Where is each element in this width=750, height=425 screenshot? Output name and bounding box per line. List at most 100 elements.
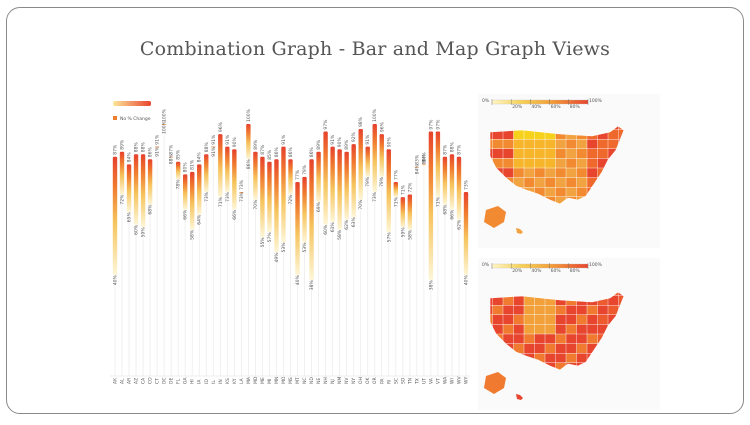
data-label-top: 89% bbox=[120, 139, 126, 150]
scale-tick-label: 80% bbox=[570, 268, 581, 274]
state-region bbox=[513, 333, 525, 345]
scale-tick-label: 20% bbox=[512, 104, 523, 110]
state-alaska bbox=[484, 206, 506, 228]
data-label-bottom: 61% bbox=[330, 222, 336, 233]
x-tick-label: SC bbox=[393, 378, 399, 384]
data-label-bottom: 66% bbox=[449, 209, 455, 220]
data-label-top: 98% bbox=[358, 116, 364, 127]
data-label-top: 89% bbox=[344, 139, 350, 150]
data-label-top: 86% bbox=[274, 147, 280, 158]
data-label-top: 91% bbox=[281, 134, 287, 145]
bar bbox=[351, 144, 356, 218]
legend-gradient bbox=[113, 101, 151, 106]
state-region bbox=[565, 138, 577, 150]
state-region bbox=[544, 343, 556, 354]
data-label-top: 85% bbox=[176, 149, 182, 160]
state-region bbox=[534, 324, 546, 335]
state-hawaii bbox=[516, 394, 523, 400]
state-alaska bbox=[484, 372, 506, 394]
bar bbox=[246, 124, 251, 160]
x-tick-label: TX bbox=[414, 378, 420, 385]
x-tick-label: WA bbox=[442, 376, 448, 384]
data-label-bottom: 53% bbox=[281, 242, 287, 253]
data-label-bottom: 73% bbox=[225, 191, 231, 202]
bar bbox=[316, 151, 321, 203]
data-label-bottom: 84% bbox=[414, 164, 420, 175]
state-region bbox=[576, 148, 588, 159]
x-tick-label: AL bbox=[120, 378, 126, 384]
data-label-top: 100% bbox=[372, 108, 378, 122]
data-label-bottom: 91% bbox=[155, 146, 161, 157]
state-region bbox=[502, 148, 514, 159]
data-label-top: 88% bbox=[204, 142, 210, 153]
state-region bbox=[565, 177, 577, 188]
scale-tick-label: 100% bbox=[589, 98, 603, 104]
state-region bbox=[576, 353, 588, 364]
data-label-top: 84% bbox=[421, 152, 427, 163]
scale-tick-label: 40% bbox=[531, 104, 542, 110]
data-label-top: 96% bbox=[379, 121, 385, 132]
scale-tick-label: 60% bbox=[551, 268, 562, 274]
data-label-top: 91% bbox=[330, 134, 336, 145]
state-region bbox=[555, 333, 567, 345]
bar bbox=[260, 156, 265, 238]
state-region bbox=[586, 333, 598, 345]
state-region bbox=[534, 177, 546, 188]
data-label-bottom: 62% bbox=[344, 219, 350, 230]
data-label-top: 97% bbox=[428, 119, 434, 130]
data-label-top: 100% bbox=[162, 108, 168, 122]
state-region bbox=[576, 167, 588, 179]
state-region bbox=[544, 158, 556, 169]
bar bbox=[190, 171, 195, 230]
state-region bbox=[565, 353, 577, 364]
bar bbox=[358, 129, 363, 200]
state-region bbox=[544, 177, 556, 188]
data-label-top: 91% bbox=[225, 134, 231, 145]
data-label-top: 96% bbox=[218, 121, 224, 132]
data-label-top: 86% bbox=[148, 147, 154, 158]
state-region bbox=[513, 167, 525, 179]
bar bbox=[119, 151, 125, 195]
bar bbox=[274, 159, 279, 253]
x-tick-label: NY bbox=[351, 378, 357, 384]
data-label-top: 83% bbox=[414, 154, 420, 165]
x-tick-label: CA bbox=[141, 377, 147, 384]
state-region bbox=[513, 138, 525, 150]
data-label-top: 88% bbox=[134, 142, 140, 153]
bar bbox=[133, 154, 139, 225]
x-tick-label: MT bbox=[295, 377, 301, 384]
bar bbox=[140, 154, 146, 228]
state-region bbox=[502, 324, 514, 335]
bar bbox=[344, 151, 349, 220]
state-region bbox=[534, 333, 546, 345]
x-tick-label: TN bbox=[407, 378, 413, 385]
data-label-top: 87% bbox=[260, 144, 266, 155]
x-tick-label: UT bbox=[421, 378, 427, 384]
bar bbox=[302, 176, 307, 243]
state-region bbox=[544, 305, 556, 316]
data-label-bottom: 79% bbox=[365, 176, 371, 187]
bar bbox=[463, 192, 469, 276]
x-tick-label: HI bbox=[190, 379, 196, 384]
data-label-bottom: 71% bbox=[218, 196, 224, 207]
data-label-top: 77% bbox=[295, 169, 301, 180]
data-label-bottom: 68% bbox=[148, 204, 154, 215]
data-label-bottom: 73% bbox=[372, 191, 378, 202]
data-label-top: 84% bbox=[197, 152, 203, 163]
data-label-top: 87% bbox=[442, 144, 448, 155]
bar bbox=[218, 134, 223, 198]
bar bbox=[211, 146, 216, 148]
x-tick-label: AZ bbox=[134, 378, 140, 384]
x-tick-label: NH bbox=[323, 377, 329, 384]
state-region bbox=[565, 333, 577, 345]
data-label-bottom: 88% bbox=[169, 154, 175, 165]
data-label-bottom: 73% bbox=[239, 191, 245, 202]
data-label-bottom: 60% bbox=[134, 224, 140, 235]
scale-tick-label: 80% bbox=[570, 104, 581, 110]
x-tick-label: ME bbox=[260, 377, 266, 384]
x-tick-label: NM bbox=[337, 377, 343, 384]
state-region bbox=[576, 177, 588, 188]
state-region bbox=[523, 148, 535, 159]
data-label-bottom: 66% bbox=[232, 209, 238, 220]
state-region bbox=[555, 314, 567, 325]
